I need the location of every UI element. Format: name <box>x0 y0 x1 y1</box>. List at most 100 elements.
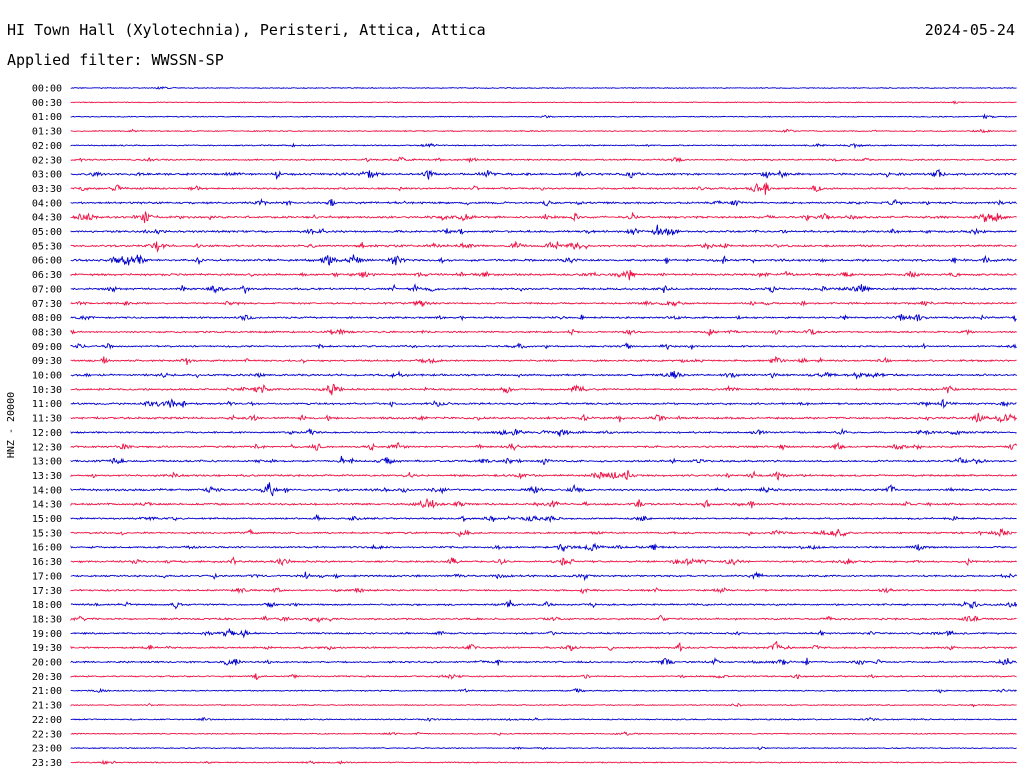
seismic-trace-row <box>70 640 1017 652</box>
row-time-label: 19:30 <box>32 643 62 654</box>
seismic-trace-row <box>70 156 1017 164</box>
row-time-label: 18:30 <box>32 614 62 625</box>
row-time-label: 00:30 <box>32 98 62 109</box>
seismic-trace-row <box>70 455 1017 466</box>
seismic-trace-row <box>70 299 1017 308</box>
row-time-label: 05:00 <box>32 227 62 238</box>
row-time-label: 06:00 <box>32 256 62 267</box>
row-time-label: 01:00 <box>32 112 62 123</box>
row-time-label: 23:00 <box>32 744 62 755</box>
seismic-trace-row <box>70 587 1017 594</box>
seismic-trace-row <box>70 240 1017 253</box>
seismic-trace-row <box>70 313 1017 322</box>
row-time-label: 13:30 <box>32 471 62 482</box>
row-time-label: 10:00 <box>32 371 62 382</box>
y-axis-label: HNZ - 20000 <box>6 392 17 458</box>
seismic-trace-row <box>70 759 1017 765</box>
seismic-trace-row <box>70 673 1017 681</box>
row-time-label: 08:30 <box>32 327 62 338</box>
seismic-trace-row <box>70 746 1017 751</box>
seismic-trace-row <box>70 556 1017 567</box>
row-time-label: 17:30 <box>32 586 62 597</box>
row-time-label: 11:00 <box>32 399 62 410</box>
row-time-label: 08:00 <box>32 313 62 324</box>
row-time-label: 07:00 <box>32 284 62 295</box>
row-time-label: 17:00 <box>32 571 62 582</box>
seismic-trace-row <box>70 657 1017 666</box>
seismic-trace-row <box>70 128 1017 134</box>
row-time-label: 22:30 <box>32 729 62 740</box>
row-time-label: 15:00 <box>32 514 62 525</box>
row-time-label: 18:00 <box>32 600 62 611</box>
row-time-label: 02:00 <box>32 141 62 152</box>
seismic-trace-row <box>70 168 1017 181</box>
row-time-label: 00:00 <box>32 84 62 95</box>
seismic-trace-row <box>70 383 1017 396</box>
trace-group: 00:00 00:30 01:00 01:30 02:00 02:30 03:00 03:30… <box>32 84 1018 769</box>
row-time-label: 20:30 <box>32 672 62 683</box>
row-time-label: 14:00 <box>32 485 62 496</box>
seismic-trace-row <box>70 628 1017 639</box>
row-time-label: 15:30 <box>32 528 62 539</box>
seismic-trace-row <box>70 100 1017 105</box>
seismic-trace-row <box>70 328 1017 337</box>
seismic-trace-row <box>70 85 1017 90</box>
seismic-trace-row <box>70 427 1017 437</box>
seismic-trace-row <box>70 113 1017 120</box>
seismic-trace-row <box>70 497 1017 509</box>
row-time-label: 16:30 <box>32 557 62 568</box>
row-time-label: 09:00 <box>32 342 62 353</box>
row-time-label: 10:30 <box>32 385 62 396</box>
row-time-label: 19:00 <box>32 629 62 640</box>
seismic-trace-row <box>70 355 1017 366</box>
row-time-label: 13:00 <box>32 457 62 468</box>
seismic-trace-row <box>70 527 1017 538</box>
row-time-label: 21:00 <box>32 686 62 697</box>
date-label: 2024-05-24 <box>925 21 1015 39</box>
seismic-trace-row <box>70 224 1017 236</box>
row-time-label: 12:00 <box>32 428 62 439</box>
seismic-trace-row <box>70 398 1017 410</box>
seismic-trace-row <box>70 542 1017 552</box>
seismic-trace-row <box>70 717 1017 722</box>
seismic-trace-row <box>70 614 1017 624</box>
seismic-trace-row <box>70 687 1017 694</box>
seismic-trace-row <box>70 142 1017 150</box>
seismic-trace-row <box>70 283 1017 294</box>
seismic-trace-row <box>70 441 1018 452</box>
row-time-label: 09:30 <box>32 356 62 367</box>
seismic-trace-row <box>70 514 1017 524</box>
seismic-trace-row <box>70 571 1017 582</box>
row-time-label: 02:30 <box>32 155 62 166</box>
seismic-trace-row <box>70 731 1017 736</box>
seismic-trace-row <box>70 702 1017 708</box>
row-time-label: 03:30 <box>32 184 62 195</box>
row-time-label: 23:30 <box>32 758 62 769</box>
row-time-label: 03:00 <box>32 170 62 181</box>
row-time-label: 20:00 <box>32 658 62 669</box>
seismic-trace-row <box>70 197 1017 207</box>
seismic-trace-row <box>70 412 1017 424</box>
seismic-trace-row <box>70 482 1017 497</box>
seismic-trace-row <box>70 342 1017 351</box>
station-title: HI Town Hall (Xylotechnia), Peristeri, A… <box>7 21 486 39</box>
row-time-label: 07:30 <box>32 299 62 310</box>
seismic-trace-row <box>70 599 1018 610</box>
row-time-label: 06:30 <box>32 270 62 281</box>
row-time-label: 01:30 <box>32 127 62 138</box>
seismic-trace-row <box>70 370 1017 380</box>
row-time-label: 04:30 <box>32 213 62 224</box>
row-time-label: 14:30 <box>32 500 62 511</box>
row-time-label: 22:00 <box>32 715 62 726</box>
seismic-trace-row <box>70 269 1017 281</box>
seismic-trace-row <box>70 254 1017 266</box>
seismic-trace-row <box>70 211 1017 224</box>
row-time-label: 21:30 <box>32 701 62 712</box>
row-time-label: 12:30 <box>32 442 62 453</box>
seismic-trace-row <box>70 182 1017 195</box>
row-time-label: 11:30 <box>32 414 62 425</box>
filter-label: Applied filter: WWSSN-SP <box>7 51 224 69</box>
row-time-label: 16:00 <box>32 543 62 554</box>
seismic-trace-row <box>70 470 1017 481</box>
